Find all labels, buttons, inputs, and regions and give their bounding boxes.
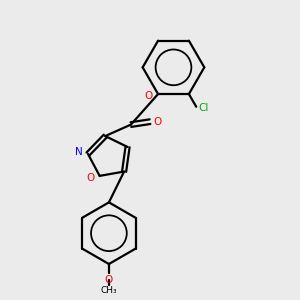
Text: Cl: Cl <box>199 103 209 113</box>
Text: O: O <box>86 173 94 183</box>
Text: CH₃: CH₃ <box>100 286 117 295</box>
Text: O: O <box>145 91 153 100</box>
Text: O: O <box>105 275 113 285</box>
Text: O: O <box>153 117 161 127</box>
Text: N: N <box>75 148 83 158</box>
